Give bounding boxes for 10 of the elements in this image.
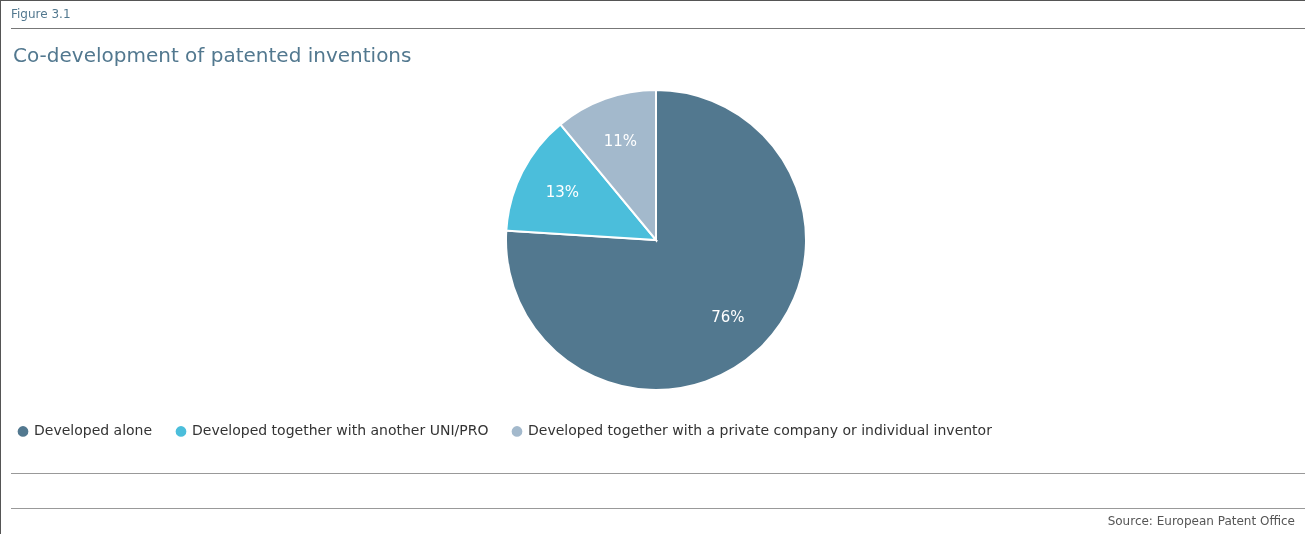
legend-label: Developed together with a private company or individual inventor: [528, 422, 993, 439]
source-note: Source: European Patent Office: [1107, 514, 1295, 528]
data-label: 13%: [545, 183, 580, 202]
pie-slice: [505, 89, 807, 391]
chart-title: Co-development of patented inventions: [13, 43, 412, 67]
legend-label: Developed together with another UNI/PRO: [192, 422, 489, 439]
data-label: 76%: [711, 307, 745, 326]
caption: Figure 3.1: [11, 7, 71, 21]
data-label: 11%: [603, 132, 638, 151]
legend-label: Developed alone: [34, 422, 153, 439]
